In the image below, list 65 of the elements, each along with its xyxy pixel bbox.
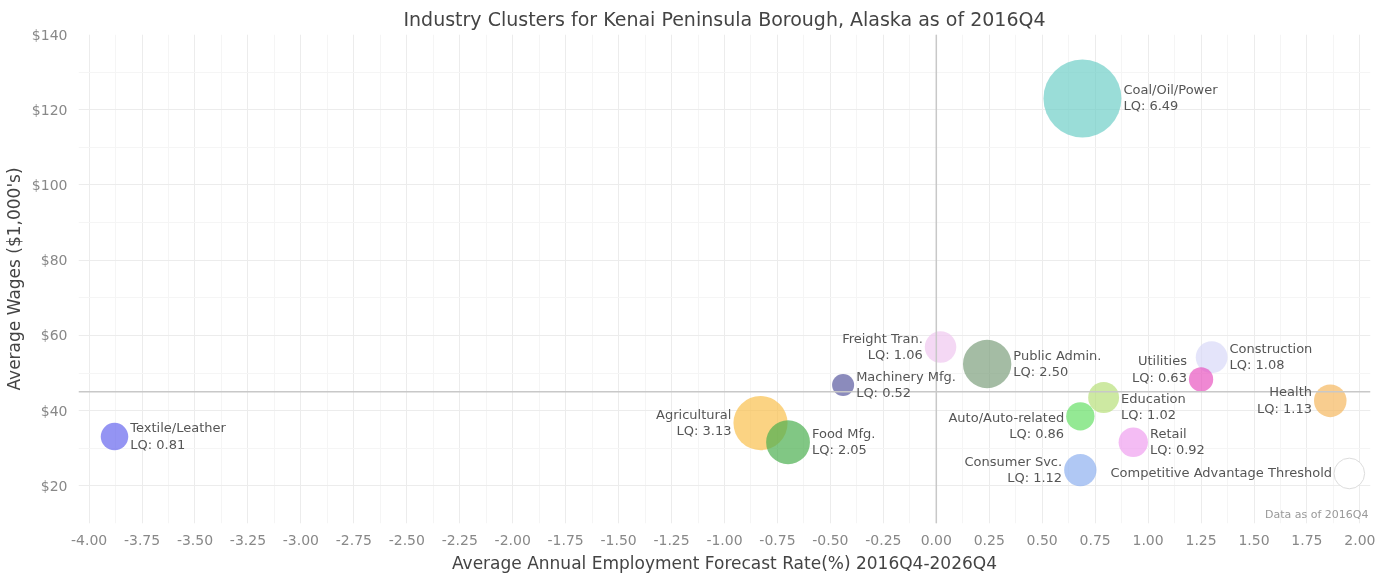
- x-tick-label: 0.50: [1026, 531, 1058, 548]
- x-tick-label: -2.50: [388, 531, 425, 548]
- series-label: Textile/Leather: [129, 420, 227, 436]
- data-label: LQ: 1.08: [1229, 357, 1285, 373]
- y-tick-label: $40: [40, 402, 68, 419]
- x-tick-label: 0.75: [1079, 531, 1111, 548]
- x-tick-label: 0.25: [973, 531, 1005, 548]
- x-tick-label: -1.25: [653, 531, 690, 548]
- x-tick-label: -0.25: [865, 531, 902, 548]
- annotation: Data as of 2016Q4: [1265, 507, 1369, 521]
- x-tick-label: -0.75: [759, 531, 796, 548]
- series-label: Freight Tran.: [842, 330, 923, 346]
- x-tick-label: -1.00: [706, 531, 743, 548]
- x-tick-label: -2.25: [441, 531, 478, 548]
- x-tick-label: -1.75: [547, 531, 584, 548]
- data-label: LQ: 0.63: [1131, 369, 1187, 385]
- data-label: LQ: 1.02: [1121, 407, 1177, 423]
- data-label: LQ: 0.92: [1149, 442, 1205, 458]
- x-tick-label: 2.00: [1344, 531, 1376, 548]
- data-label: LQ: 2.50: [1013, 364, 1069, 380]
- data-label: LQ: 2.05: [811, 442, 867, 458]
- chart-title: Industry Clusters for Kenai Peninsula Borough, Alaska as of 2016Q4: [403, 7, 1046, 30]
- x-tick-label: 1.75: [1291, 531, 1323, 548]
- series-label: Public Admin.: [1013, 347, 1102, 363]
- series-label: Coal/Oil/Power: [1123, 81, 1219, 97]
- data-label: LQ: 6.49: [1123, 98, 1179, 114]
- y-tick-label: $60: [40, 327, 68, 344]
- y-axis-title: Average Wages ($1,000's): [3, 167, 24, 391]
- x-axis-title: Average Annual Employment Forecast Rate(%) 2016Q4-2026Q4: [451, 552, 998, 573]
- series-label: Health: [1269, 384, 1313, 400]
- x-tick-label: -2.00: [494, 531, 531, 548]
- series-label: Food Mfg.: [811, 425, 876, 441]
- y-tick-label: $140: [31, 26, 68, 43]
- series-label: Competitive Advantage Threshold: [1110, 464, 1333, 480]
- series-label: Retail: [1149, 425, 1187, 441]
- x-tick-label: -0.50: [812, 531, 849, 548]
- x-tick-label: -3.50: [176, 531, 214, 548]
- x-tick-label: 1.00: [1132, 531, 1164, 548]
- x-tick-label: -2.75: [335, 531, 372, 548]
- y-tick-label: $20: [40, 477, 68, 494]
- x-tick-label: 1.25: [1185, 531, 1217, 548]
- data-label: LQ: 1.12: [1007, 470, 1063, 486]
- x-tick-label: 0.00: [920, 531, 952, 548]
- series-label: Construction: [1229, 340, 1313, 356]
- series-label: Education: [1121, 390, 1186, 406]
- series-label: Utilities: [1137, 353, 1188, 369]
- data-label: LQ: 3.13: [676, 423, 732, 439]
- x-tick-label: 1.50: [1238, 531, 1270, 548]
- x-tick-label: -3.75: [123, 531, 161, 548]
- series-label: Machinery Mfg.: [856, 368, 956, 384]
- x-tick-label: -1.50: [600, 531, 637, 548]
- x-tick-label: -3.25: [229, 531, 267, 548]
- x-tick-label: -4.00: [70, 531, 108, 548]
- y-tick-label: $120: [31, 101, 68, 118]
- data-label: LQ: 1.13: [1257, 400, 1312, 416]
- y-tick-label: $100: [31, 176, 68, 193]
- data-label: LQ: 0.52: [856, 385, 912, 401]
- series-label: Agricultural: [656, 406, 732, 422]
- series-label: Auto/Auto-related: [948, 409, 1065, 425]
- data-label: LQ: 0.86: [1009, 426, 1065, 442]
- y-tick-label: $80: [40, 252, 68, 269]
- data-label: LQ: 1.06: [867, 347, 923, 363]
- series-label: Consumer Svc.: [964, 453, 1063, 469]
- data-label: LQ: 0.81: [130, 436, 186, 452]
- x-tick-label: -3.00: [282, 531, 320, 548]
